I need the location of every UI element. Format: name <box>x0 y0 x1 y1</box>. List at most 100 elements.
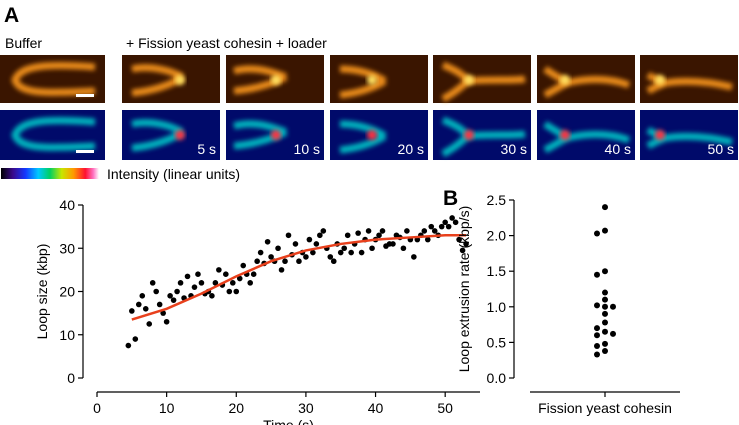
dna-signal <box>543 66 631 99</box>
data-point <box>376 232 382 239</box>
data-point <box>174 288 180 295</box>
data-point <box>428 223 435 230</box>
data-point <box>125 342 132 349</box>
loop-spot <box>560 130 570 140</box>
dna-signal <box>233 65 288 95</box>
data-point <box>411 254 417 260</box>
condition-label: Buffer <box>5 35 42 51</box>
data-point <box>195 271 201 278</box>
data-point <box>424 236 431 243</box>
dna-strand <box>11 62 96 96</box>
data-point <box>163 318 170 325</box>
data-point <box>285 232 292 239</box>
data-point <box>602 347 608 354</box>
data-point <box>132 336 139 342</box>
dna-strand <box>339 120 387 154</box>
data-point <box>264 238 271 245</box>
data-point <box>602 296 608 303</box>
data-point <box>236 275 243 282</box>
data-point <box>275 245 281 252</box>
data-point <box>320 228 327 234</box>
data-point <box>303 254 309 260</box>
dna-strand <box>339 65 387 99</box>
data-point <box>170 297 177 303</box>
dna-signal <box>233 120 288 150</box>
data-point <box>177 280 184 286</box>
data-point <box>610 303 616 310</box>
data-point <box>400 245 407 252</box>
data-point <box>149 280 156 286</box>
data-point <box>198 280 205 286</box>
loop-spot <box>367 130 377 140</box>
data-point <box>337 249 344 256</box>
dna-strand <box>233 65 288 95</box>
dna-signal <box>11 117 96 151</box>
x-tick-label: 20 <box>228 400 244 416</box>
y-tick-label: 20 <box>59 284 75 300</box>
data-point <box>421 228 428 234</box>
loop-spot <box>655 130 665 140</box>
data-point <box>594 230 600 237</box>
loop-spot <box>655 75 665 85</box>
data-point <box>594 342 600 349</box>
data-point <box>306 236 313 243</box>
dna-signal <box>11 62 96 96</box>
data-point <box>296 258 302 265</box>
data-point <box>212 280 219 286</box>
y-tick-label: 0.0 <box>487 370 507 386</box>
timestamp: 20 s <box>398 141 424 157</box>
data-point <box>365 228 372 234</box>
data-point <box>602 328 608 335</box>
data-point <box>156 301 163 308</box>
data-point <box>390 241 396 247</box>
y-axis-label: Loop size (kbp) <box>34 244 50 340</box>
data-point <box>184 273 191 280</box>
data-point <box>240 262 247 269</box>
colorbar <box>1 168 99 179</box>
data-point <box>278 267 285 273</box>
y-axis-label: Loop extrusion rate (kbp/s) <box>456 206 472 373</box>
data-point <box>247 280 253 286</box>
dna-strand <box>11 117 96 151</box>
loop-spot <box>464 75 474 85</box>
timestamp: 40 s <box>605 141 631 157</box>
loop-spot <box>271 75 281 85</box>
fit-line <box>131 234 467 321</box>
x-axis-label: Time (s) <box>263 417 314 425</box>
loop-spot <box>175 130 185 140</box>
data-point <box>452 219 459 226</box>
data-point <box>223 271 229 278</box>
data-point <box>438 223 445 230</box>
colorbar-label: Intensity (linear units) <box>107 166 240 182</box>
dna-signal <box>646 126 733 150</box>
data-point <box>160 310 166 316</box>
dna-signal <box>131 119 185 152</box>
panel-label: B <box>443 187 458 210</box>
data-point <box>594 302 600 309</box>
data-point <box>233 288 240 295</box>
data-point <box>449 215 455 221</box>
y-tick-label: 0.5 <box>487 334 507 350</box>
y-tick-label: 0 <box>67 370 75 386</box>
data-point <box>594 351 600 358</box>
data-point <box>602 319 608 326</box>
data-point <box>146 321 153 327</box>
y-tick-label: 1.5 <box>487 263 507 279</box>
loop-spot <box>367 75 377 85</box>
y-tick-label: 2.0 <box>487 228 507 244</box>
x-tick-label: 40 <box>368 400 384 416</box>
data-point <box>216 267 222 273</box>
y-tick-label: 1.0 <box>487 299 507 315</box>
timestamp: 30 s <box>501 141 527 157</box>
dna-signal <box>339 65 387 99</box>
loop-spot <box>560 75 570 85</box>
data-point <box>250 271 257 278</box>
dna-signal <box>131 64 185 97</box>
data-point <box>463 241 469 247</box>
data-point <box>602 303 608 310</box>
data-point <box>355 230 361 236</box>
y-tick-label: 30 <box>59 240 75 256</box>
condition-label: + Fission yeast cohesin + loader <box>126 35 327 51</box>
